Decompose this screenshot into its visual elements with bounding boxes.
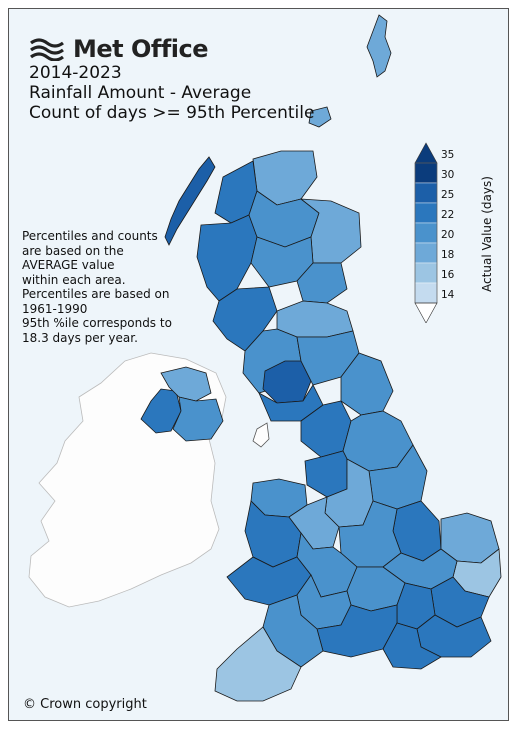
note-line: AVERAGE value xyxy=(22,258,115,272)
legend-axis-label: Actual Value (days) xyxy=(479,176,494,292)
note-line: within each area. xyxy=(22,272,126,287)
legend-tick-label: 14 xyxy=(441,289,455,301)
england-northumberland xyxy=(340,352,394,416)
copyright-notice: © Crown copyright xyxy=(23,697,147,712)
legend-band xyxy=(414,222,438,244)
met-office-logo-icon xyxy=(30,38,64,61)
legend-tick-label: 18 xyxy=(441,249,455,261)
legend-min-extend xyxy=(414,302,438,323)
legend-outline xyxy=(414,162,438,304)
scotland-fife-lothian xyxy=(276,300,354,338)
northern-ireland-region-east xyxy=(172,396,224,442)
note-line: Percentiles are based on xyxy=(22,287,170,301)
subtitle-variable: Rainfall Amount - Average xyxy=(29,83,252,103)
scotland-west-highlands xyxy=(196,214,258,302)
note-line: 18.3 days per year. xyxy=(22,330,138,345)
legend-band xyxy=(414,182,438,204)
england-lancashire xyxy=(304,450,348,498)
legend-band xyxy=(414,162,438,184)
england-wessex xyxy=(316,604,398,658)
outer-hebrides xyxy=(164,156,216,246)
period-title: 2014-2023 xyxy=(29,63,122,83)
note-line: 1961-1990 xyxy=(22,301,88,316)
map-frame: Met Office 2014-2023 Rainfall Amount - A… xyxy=(8,8,509,721)
orkney-islands xyxy=(308,106,332,128)
note-line: are based on the xyxy=(22,243,124,258)
legend-tick-label: 16 xyxy=(441,269,455,281)
uk-map xyxy=(28,14,502,702)
shetland-islands xyxy=(366,14,392,78)
legend-tick-label: 30 xyxy=(441,169,455,181)
legend-max-extend xyxy=(414,142,438,164)
methodology-note: Percentiles and counts are based on the … xyxy=(22,229,172,345)
legend-band xyxy=(414,282,438,304)
legend-tick-label: 22 xyxy=(441,209,455,221)
legend-band xyxy=(414,202,438,224)
legend-band xyxy=(414,242,438,264)
isle-of-man xyxy=(252,422,270,448)
note-line: Percentiles and counts xyxy=(22,229,158,243)
northern-ireland-region-west xyxy=(140,388,182,434)
logo-text: Met Office xyxy=(73,35,209,63)
legend-tick-label: 20 xyxy=(441,229,455,241)
note-line: 95th %ile corresponds to xyxy=(22,316,172,330)
england-sussex xyxy=(382,622,442,670)
england-southwest xyxy=(214,626,302,702)
legend-band xyxy=(414,262,438,284)
legend-tick-label: 35 xyxy=(441,149,455,161)
legend-tick-label: 25 xyxy=(441,189,455,201)
scotland-southwest xyxy=(262,360,312,404)
subtitle-metric: Count of days >= 95th Percentile xyxy=(29,103,315,123)
northern-ireland-region-north xyxy=(160,366,212,402)
met-office-logo: Met Office xyxy=(29,35,209,63)
scotland-galloway xyxy=(258,384,324,422)
legend-colorbar xyxy=(414,142,438,323)
